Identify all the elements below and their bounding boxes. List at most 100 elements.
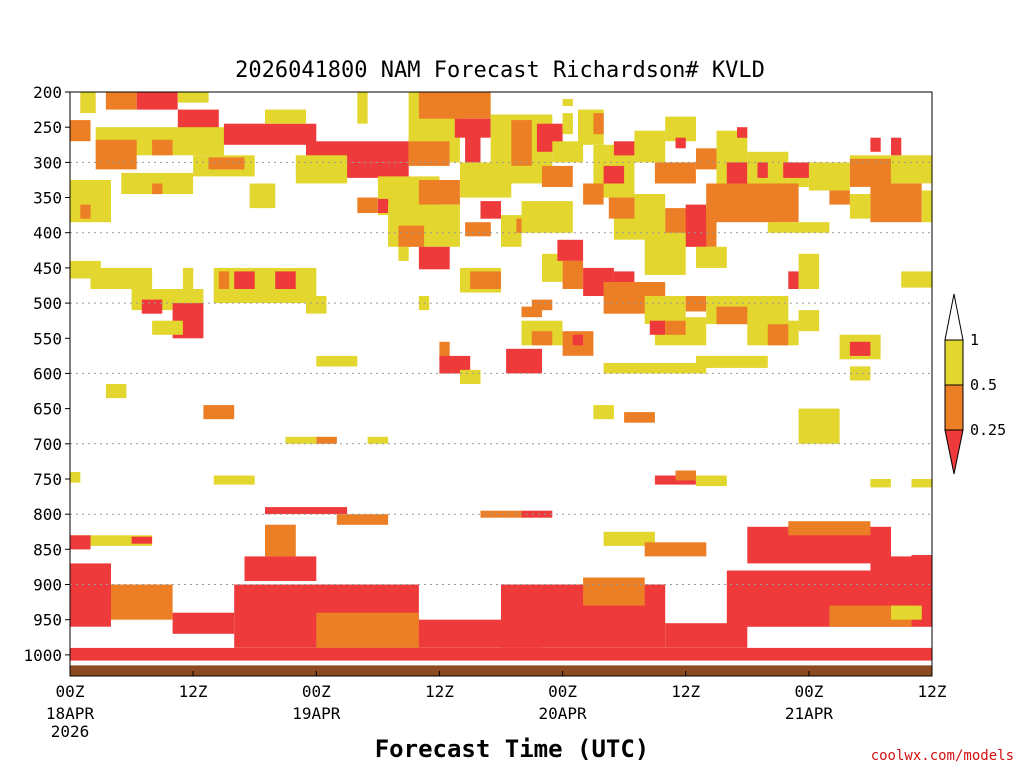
ri-patch-orange bbox=[696, 148, 717, 170]
ri-patch-red bbox=[675, 137, 686, 149]
ri-patch-yellow bbox=[798, 253, 820, 289]
y-tick-label: 700 bbox=[33, 435, 62, 454]
x-tick-date: 21APR bbox=[785, 704, 834, 723]
ri-patch-orange bbox=[675, 470, 696, 481]
x-tick-year: 2026 bbox=[51, 722, 90, 741]
ri-patch-yellow bbox=[367, 436, 389, 444]
ri-patch-yellow bbox=[870, 479, 891, 488]
ri-patch-orange bbox=[208, 157, 245, 170]
ri-patch-orange bbox=[608, 197, 635, 219]
y-tick-label: 850 bbox=[33, 540, 62, 559]
ri-patch-red bbox=[480, 201, 501, 219]
ri-patch-orange bbox=[531, 299, 553, 311]
legend-bin-yellow bbox=[944, 339, 964, 386]
ri-patch-yellow bbox=[696, 475, 727, 487]
ri-patch-orange bbox=[829, 605, 912, 627]
ri-patch-yellow bbox=[562, 99, 573, 106]
ri-patch-orange bbox=[316, 612, 419, 648]
ri-patch-orange bbox=[439, 341, 450, 360]
x-tick-label: 00Z bbox=[56, 682, 85, 701]
x-tick-label: 00Z bbox=[794, 682, 823, 701]
y-tick-label: 1000 bbox=[23, 646, 62, 665]
ri-patch-yellow bbox=[357, 92, 368, 124]
ri-patch-yellow bbox=[306, 296, 327, 314]
ri-patch-red bbox=[557, 239, 584, 261]
ri-patch-yellow bbox=[603, 362, 707, 374]
ri-patch-orange bbox=[336, 514, 389, 525]
ri-patch-red bbox=[737, 127, 748, 138]
ri-patch-yellow bbox=[213, 267, 317, 304]
ri-patch-orange bbox=[706, 183, 778, 223]
legend-level-label: 1 bbox=[970, 331, 979, 349]
ri-patch-red bbox=[521, 510, 553, 518]
ri-patch-red bbox=[849, 341, 871, 356]
ri-patch-red bbox=[870, 137, 881, 152]
y-tick-label: 950 bbox=[33, 611, 62, 630]
ri-patch-yellow bbox=[603, 531, 655, 546]
legend-level-label: 0.25 bbox=[970, 421, 1006, 439]
ri-patch-yellow bbox=[767, 222, 830, 233]
ri-patch-orange bbox=[583, 577, 645, 606]
ri-patch-yellow bbox=[249, 183, 276, 209]
ri-patch-red bbox=[244, 556, 317, 581]
richardson-patches bbox=[70, 92, 932, 661]
ri-patch-yellow bbox=[70, 472, 81, 483]
ri-patch-orange bbox=[870, 183, 922, 223]
ri-patch-red bbox=[891, 137, 902, 156]
ri-patch-red bbox=[223, 123, 317, 145]
ri-patch-yellow bbox=[644, 232, 686, 275]
ri-patch-red bbox=[439, 355, 471, 374]
source-credit: coolwx.com/models bbox=[871, 748, 1014, 764]
ri-patch-yellow bbox=[398, 246, 409, 261]
ri-patch-red bbox=[454, 118, 491, 138]
ri-patch-orange bbox=[644, 542, 707, 557]
y-tick-label: 300 bbox=[33, 153, 62, 172]
y-tick-label: 800 bbox=[33, 505, 62, 524]
ri-patch-orange bbox=[583, 183, 604, 205]
y-tick-label: 750 bbox=[33, 470, 62, 489]
ri-patch-yellow bbox=[265, 109, 306, 124]
ri-patch-red bbox=[131, 536, 153, 544]
ri-patch-orange bbox=[542, 165, 573, 187]
ri-patch-orange bbox=[398, 225, 425, 247]
ri-patch-yellow bbox=[90, 267, 153, 289]
x-axis-label: Forecast Time (UTC) bbox=[375, 735, 650, 763]
ri-patch-yellow bbox=[177, 92, 209, 103]
ri-patch-yellow bbox=[696, 246, 727, 268]
ri-patch-yellow bbox=[521, 201, 573, 233]
ri-patch-red bbox=[788, 271, 799, 289]
x-tick-label: 12Z bbox=[425, 682, 454, 701]
ri-patch-yellow bbox=[798, 408, 840, 444]
ri-patch-yellow bbox=[665, 116, 696, 142]
ri-patch-orange bbox=[788, 521, 871, 536]
ri-patch-yellow bbox=[798, 310, 820, 332]
ri-patch-yellow bbox=[80, 92, 96, 114]
ri-patch-orange bbox=[849, 158, 891, 187]
ri-patch-red bbox=[136, 92, 178, 110]
ri-patch-red bbox=[177, 109, 219, 133]
ri-patch-red bbox=[654, 475, 696, 485]
ri-patch-red bbox=[649, 320, 666, 335]
ri-patch-yellow bbox=[285, 436, 317, 444]
ri-patch-orange bbox=[357, 197, 378, 213]
legend-bin-top bbox=[944, 293, 964, 341]
chart-title: 2026041800 NAM Forecast Richardson# KVLD bbox=[235, 58, 765, 83]
ri-patch-orange bbox=[654, 162, 696, 184]
ri-patch-orange bbox=[480, 510, 522, 518]
ri-patch-red bbox=[665, 623, 748, 648]
ri-patch-yellow bbox=[921, 190, 932, 223]
ri-patch-red bbox=[506, 348, 542, 374]
y-tick-label: 200 bbox=[33, 83, 62, 102]
ri-patch-red bbox=[613, 141, 635, 156]
x-tick-label: 00Z bbox=[302, 682, 331, 701]
ri-patch-orange bbox=[203, 405, 235, 420]
ri-patch-yellow bbox=[542, 253, 563, 282]
ri-patch-yellow bbox=[634, 130, 666, 163]
ri-patch-red bbox=[265, 507, 348, 515]
ri-patch-red bbox=[141, 299, 163, 314]
x-tick-label: 12Z bbox=[179, 682, 208, 701]
ri-patch-orange bbox=[316, 436, 337, 444]
y-tick-label: 450 bbox=[33, 259, 62, 278]
y-tick-label: 550 bbox=[33, 329, 62, 348]
ri-patch-red bbox=[70, 647, 932, 661]
